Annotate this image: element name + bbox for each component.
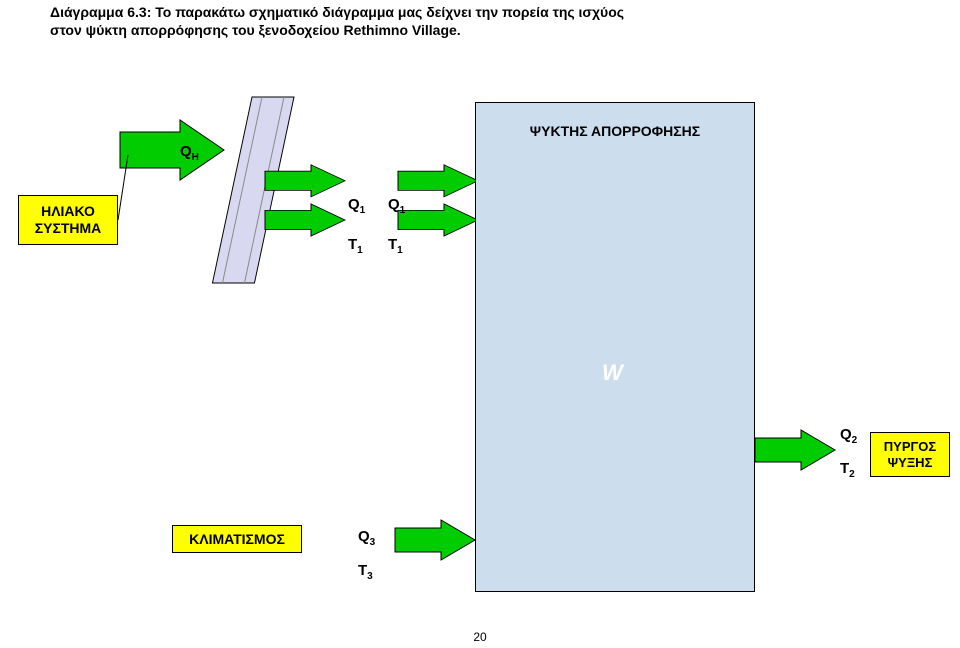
label-q2: Q2	[840, 426, 857, 446]
cooling-tower-box: ΠΥΡΓΟΣ ΨΥΞΗΣ	[870, 432, 950, 477]
arrow-q3	[395, 520, 475, 560]
arrow-q1-left-set	[265, 165, 345, 236]
absorption-chiller-label: ΨΥΚΤΗΣ ΑΠΟΡΡΟΦΗΣΗΣ	[530, 123, 700, 139]
caption-line-1: Διάγραμμα 6.3: Το παρακάτω σχηματικό διά…	[50, 4, 624, 20]
label-t1-b: T1	[388, 236, 403, 256]
label-w: W	[602, 360, 623, 386]
label-t2: T2	[840, 460, 855, 480]
air-conditioning-box: ΚΛΙΜΑΤΙΣΜΟΣ	[172, 525, 302, 553]
absorption-chiller-box: ΨΥΚΤΗΣ ΑΠΟΡΡΟΦΗΣΗΣ	[475, 102, 755, 592]
arrow-q1-right-set	[398, 165, 478, 236]
label-q1-a: Q1	[348, 196, 365, 216]
solar-system-box: ΗΛΙΑΚΟ ΣΥΣΤΗΜΑ	[18, 195, 118, 245]
diagram-page: { "caption_line1": "Διάγραμμα 6.3: Το πα…	[0, 0, 960, 648]
arrow-q2	[755, 430, 835, 470]
arrow-qh	[120, 120, 224, 180]
label-q1-b: Q1	[388, 196, 405, 216]
page-number: 20	[473, 630, 486, 644]
label-t1-a: T1	[348, 236, 363, 256]
label-qh: QH	[180, 143, 199, 163]
label-q3: Q3	[358, 528, 375, 548]
label-t3: T3	[358, 562, 373, 582]
caption-line-2: στον ψύκτη απορρόφησης του ξενοδοχείου R…	[50, 22, 461, 38]
